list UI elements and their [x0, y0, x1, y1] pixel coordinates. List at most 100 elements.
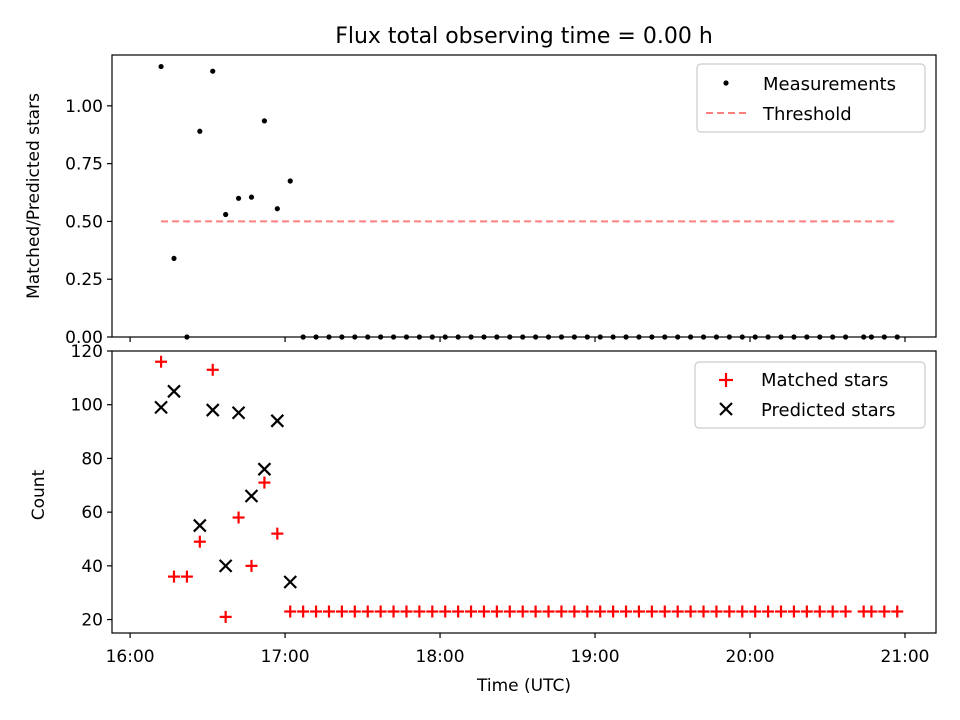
matched-star-point [632, 605, 645, 618]
matched-star-point [206, 363, 219, 376]
matched-star-point [594, 605, 607, 618]
x-tick-label: 19:00 [571, 647, 620, 667]
bottom-x-ticks: 16:00 17:00 18:00 19:00 20:00 21:00 [106, 633, 930, 667]
matched-star-point [348, 605, 361, 618]
measurement-point [223, 211, 229, 218]
measurement-point [171, 255, 177, 262]
measurement-point [248, 194, 255, 200]
measurement-point [210, 68, 216, 74]
matched-star-point [581, 605, 594, 618]
bottom-panel: 20 40 60 80 100 120 16:00 17:00 18:00 19:00 20:00… [29, 342, 937, 667]
top-x-ticks [129, 337, 906, 342]
bottom-legend: Matched stars Predicted stars [694, 361, 926, 429]
predicted-star-point [167, 384, 181, 399]
bottom-y-axis-label: Count [29, 469, 49, 520]
bottom-legend-box [694, 361, 926, 429]
matched-star-point [800, 605, 813, 618]
matched-star-point [297, 605, 310, 618]
top-y-tick-label: 0.50 [65, 212, 103, 232]
matched-star-point [891, 605, 904, 618]
bottom-y-ticks: 20 40 60 80 100 120 [71, 342, 112, 631]
matched-star-point [374, 605, 387, 618]
matched-star-point [787, 605, 800, 618]
x-tick-label: 16:00 [106, 647, 155, 667]
measurement-point [287, 178, 293, 184]
measurement-point [274, 206, 280, 212]
predicted-star-point [205, 403, 220, 417]
legend-label-measurements: Measurements [763, 74, 896, 95]
matched-star-point [865, 605, 878, 618]
matched-star-point [400, 605, 413, 618]
top-plot-frame [111, 54, 937, 338]
x-tick-label: 18:00 [416, 647, 465, 667]
matched-star-point [542, 605, 555, 618]
matched-star-point [465, 605, 478, 618]
matched-star-point [232, 511, 245, 524]
matched-star-point [439, 605, 452, 618]
matched-star-point [245, 559, 258, 572]
matched-star-point [193, 535, 206, 548]
x-tick-label: 20:00 [726, 647, 775, 667]
matched-star-point [826, 605, 839, 618]
predicted-star-point [218, 559, 233, 573]
predicted-star-point [231, 405, 246, 420]
legend-label-matched-stars: Matched stars [761, 370, 888, 391]
top-y-tick-label: 0.75 [65, 155, 103, 175]
bottom-y-tick-label: 60 [81, 503, 103, 523]
matched-star-point [645, 605, 658, 618]
matched-star-point [155, 355, 168, 368]
legend-label-threshold: Threshold [762, 104, 852, 125]
matched-star-point [723, 605, 736, 618]
matched-star-point [878, 605, 891, 618]
matched-star-point [413, 605, 426, 618]
bottom-y-tick-label: 120 [71, 342, 103, 362]
matched-star-point [361, 605, 374, 618]
top-y-ticks: 0.00 0.25 0.50 0.75 1.00 [65, 97, 112, 348]
matched-star-point [180, 570, 193, 583]
matched-star-point [219, 610, 232, 623]
matched-star-point [671, 605, 684, 618]
x-axis-label: Time (UTC) [476, 676, 571, 696]
matched-star-point [271, 527, 284, 540]
matched-star-point [555, 605, 568, 618]
matched-star-point [697, 605, 710, 618]
matched-star-point [167, 570, 180, 583]
matched-star-point [529, 605, 542, 618]
bottom-plot-frame [111, 350, 937, 634]
matched-star-point [490, 605, 503, 618]
bottom-y-tick-label: 40 [81, 557, 103, 577]
measurement-point [235, 195, 242, 201]
matched-star-point [503, 605, 516, 618]
top-y-axis-label: Matched/Predicted stars [24, 93, 44, 299]
matched-star-point [775, 605, 788, 618]
matched-star-point [387, 605, 400, 618]
matched-star-point [607, 605, 620, 618]
matched-star-point [749, 605, 762, 618]
matched-star-point [516, 605, 529, 618]
top-panel: 0.00 0.25 0.50 0.75 1.00 Matched/Predicted s… [24, 54, 937, 348]
legend-label-predicted-stars: Predicted stars [761, 400, 895, 421]
top-y-tick-label: 0.25 [65, 270, 103, 290]
top-legend-box [696, 63, 926, 133]
matched-star-point [620, 605, 633, 618]
predicted-star-point [270, 414, 285, 428]
predicted-star-point [244, 489, 259, 503]
matched-star-point [658, 605, 671, 618]
legend-x-icon [719, 402, 733, 416]
matched-star-point [452, 605, 465, 618]
predicted-star-point [193, 518, 207, 533]
x-tick-label: 21:00 [881, 647, 930, 667]
matched-star-point [568, 605, 581, 618]
top-plot-marks [158, 63, 900, 340]
bottom-plot-marks [154, 355, 904, 623]
matched-star-point [322, 605, 335, 618]
measurement-point [158, 63, 164, 70]
matched-star-point [426, 605, 439, 618]
matched-star-point [762, 605, 775, 618]
top-y-tick-label: 0.00 [65, 328, 103, 348]
predicted-star-point [283, 575, 298, 589]
matched-star-point [813, 605, 826, 618]
matched-star-point [736, 605, 749, 618]
matched-star-point [335, 605, 348, 618]
